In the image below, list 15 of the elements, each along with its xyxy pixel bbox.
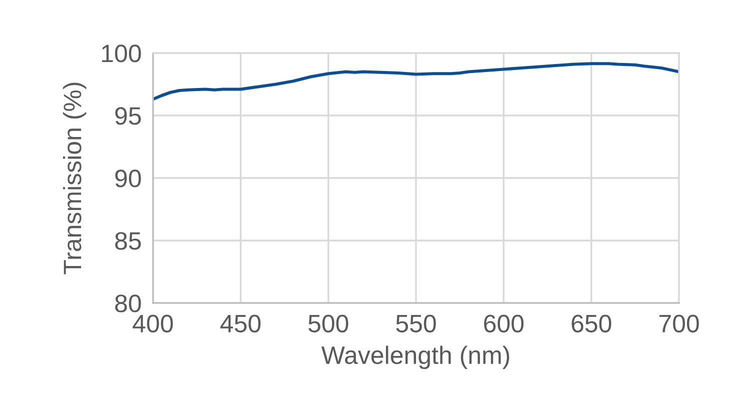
x-tick-label: 700 [659, 314, 699, 332]
x-tick-label: 600 [484, 314, 524, 332]
line-series [153, 62, 679, 101]
x-tick-label: 500 [308, 314, 348, 332]
x-axis-title: Wavelength (nm) [321, 346, 510, 370]
y-tick-label: 100 [102, 44, 141, 62]
x-tick-label: 550 [396, 314, 436, 332]
y-tick-label: 80 [115, 294, 141, 312]
x-tick-label: 450 [220, 314, 261, 332]
x-tick-label: 400 [132, 314, 173, 332]
y-tick-label: 95 [115, 107, 141, 125]
x-tick-label: 650 [572, 314, 612, 332]
y-axis-title: Transmission (%) [62, 82, 86, 274]
y-tick-label: 90 [115, 170, 141, 188]
y-tick-label: 85 [115, 232, 141, 250]
